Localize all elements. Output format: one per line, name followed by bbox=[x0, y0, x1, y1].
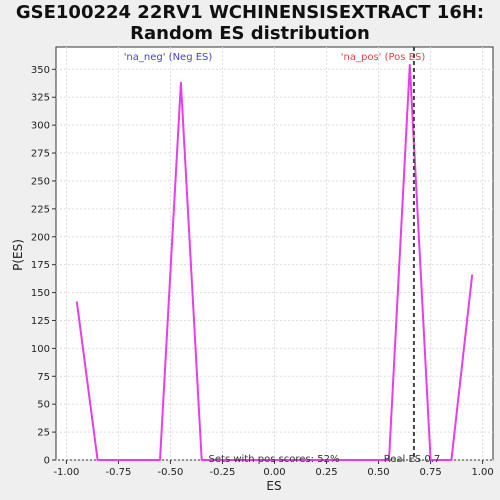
x-tick-label: 0.75 bbox=[419, 467, 441, 478]
x-tick-label: 0.50 bbox=[367, 467, 389, 478]
y-tick-label: 275 bbox=[31, 149, 50, 160]
real-es-label: Real ES 0.7 bbox=[384, 454, 440, 465]
y-tick-label: 100 bbox=[31, 344, 50, 355]
y-tick-label: 325 bbox=[31, 93, 50, 104]
y-tick-label: 250 bbox=[31, 176, 50, 187]
x-tick-label: -0.25 bbox=[210, 467, 236, 478]
x-tick-label: 1.00 bbox=[471, 467, 493, 478]
series-group bbox=[75, 63, 474, 461]
x-tick-label: -0.50 bbox=[158, 467, 184, 478]
pos-es-label: 'na_pos' (Pos ES) bbox=[341, 52, 426, 63]
chart-title-line2: Random ES distribution bbox=[130, 23, 370, 44]
chart-title: GSE100224 22RV1 WCHINENSISEXTRACT 16H: R… bbox=[0, 2, 500, 44]
y-tick-label: 175 bbox=[31, 260, 50, 271]
neg-es-label: 'na_neg' (Neg ES) bbox=[124, 52, 213, 63]
x-tick-label: 0.00 bbox=[263, 467, 285, 478]
x-tick-label: 0.25 bbox=[315, 467, 337, 478]
y-tick-label: 350 bbox=[31, 65, 50, 76]
y-tick-label: 300 bbox=[31, 121, 50, 132]
y-tick-label: 200 bbox=[31, 232, 50, 243]
y-tick-label: 150 bbox=[31, 288, 50, 299]
x-tick-label: -0.75 bbox=[105, 467, 131, 478]
x-axis-ticks: -1.00 -0.75 -0.50 -0.25 0.00 0.25 0.50 0.75 1.00 bbox=[53, 460, 494, 478]
es-distribution-line bbox=[75, 63, 474, 461]
y-tick-label: 25 bbox=[37, 428, 50, 439]
y-tick-label: 75 bbox=[37, 372, 50, 383]
chart-title-line1: GSE100224 22RV1 WCHINENSISEXTRACT 16H: bbox=[15, 2, 485, 23]
pos-scores-label: Sets with pos scores: 52% bbox=[209, 454, 340, 465]
x-axis-title: ES bbox=[266, 479, 281, 493]
x-tick-label: -1.00 bbox=[53, 467, 79, 478]
y-axis-ticks: 0 25 50 75 100 125 150 175 200 225 250 275 300 325 350 bbox=[31, 65, 56, 467]
y-tick-label: 50 bbox=[37, 400, 50, 411]
y-tick-label: 0 bbox=[44, 456, 50, 467]
y-tick-label: 225 bbox=[31, 204, 50, 215]
y-axis-title: P(ES) bbox=[11, 239, 25, 271]
y-tick-label: 125 bbox=[31, 316, 50, 327]
